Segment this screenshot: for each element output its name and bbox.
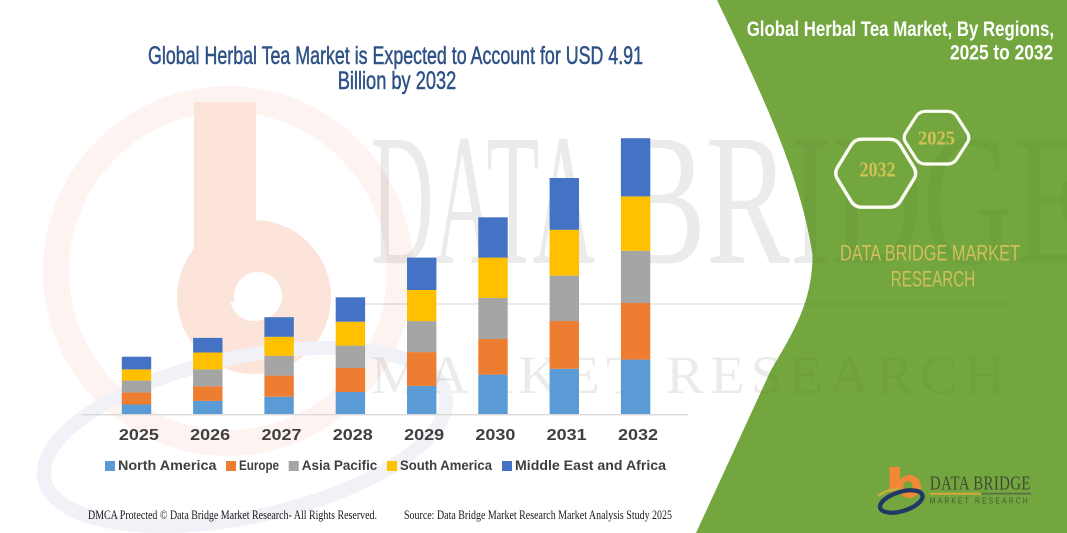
svg-text:2025: 2025 [918, 128, 955, 150]
svg-text:Global Herbal Tea Market is Ex: Global Herbal Tea Market is Expected to … [148, 42, 643, 70]
svg-text:2026: 2026 [190, 427, 230, 444]
svg-text:2031: 2031 [547, 427, 587, 444]
svg-text:Europe: Europe [239, 457, 279, 473]
svg-text:2029: 2029 [404, 427, 444, 444]
svg-text:2028: 2028 [333, 427, 373, 444]
svg-text:2032: 2032 [618, 427, 658, 444]
svg-text:South America: South America [400, 457, 492, 473]
svg-text:DMCA Protected © Data Bridge M: DMCA Protected © Data Bridge Market Rese… [88, 508, 377, 522]
svg-text:RESEARCH: RESEARCH [891, 267, 976, 292]
svg-text:2030: 2030 [475, 427, 515, 444]
svg-text:North America: North America [118, 457, 217, 473]
svg-text:Source: Data Bridge Market Res: Source: Data Bridge Market Research Mark… [404, 508, 672, 522]
svg-text:Billion by 2032: Billion by 2032 [338, 67, 457, 95]
svg-text:Global Herbal Tea Market, By R: Global Herbal Tea Market, By Regions, [747, 18, 1054, 41]
svg-text:2025 to 2032: 2025 to 2032 [950, 42, 1053, 65]
svg-text:MARKET RESEARCH: MARKET RESEARCH [930, 496, 1030, 506]
svg-text:Asia Pacific: Asia Pacific [302, 457, 378, 473]
svg-text:2032: 2032 [860, 158, 896, 182]
svg-text:DATA BRIDGE MARKET: DATA BRIDGE MARKET [840, 241, 1020, 266]
svg-text:Middle East and Africa: Middle East and Africa [515, 457, 666, 473]
svg-text:2027: 2027 [262, 427, 302, 444]
svg-text:DATA BRIDGE: DATA BRIDGE [930, 473, 1031, 495]
svg-text:2025: 2025 [119, 427, 159, 444]
